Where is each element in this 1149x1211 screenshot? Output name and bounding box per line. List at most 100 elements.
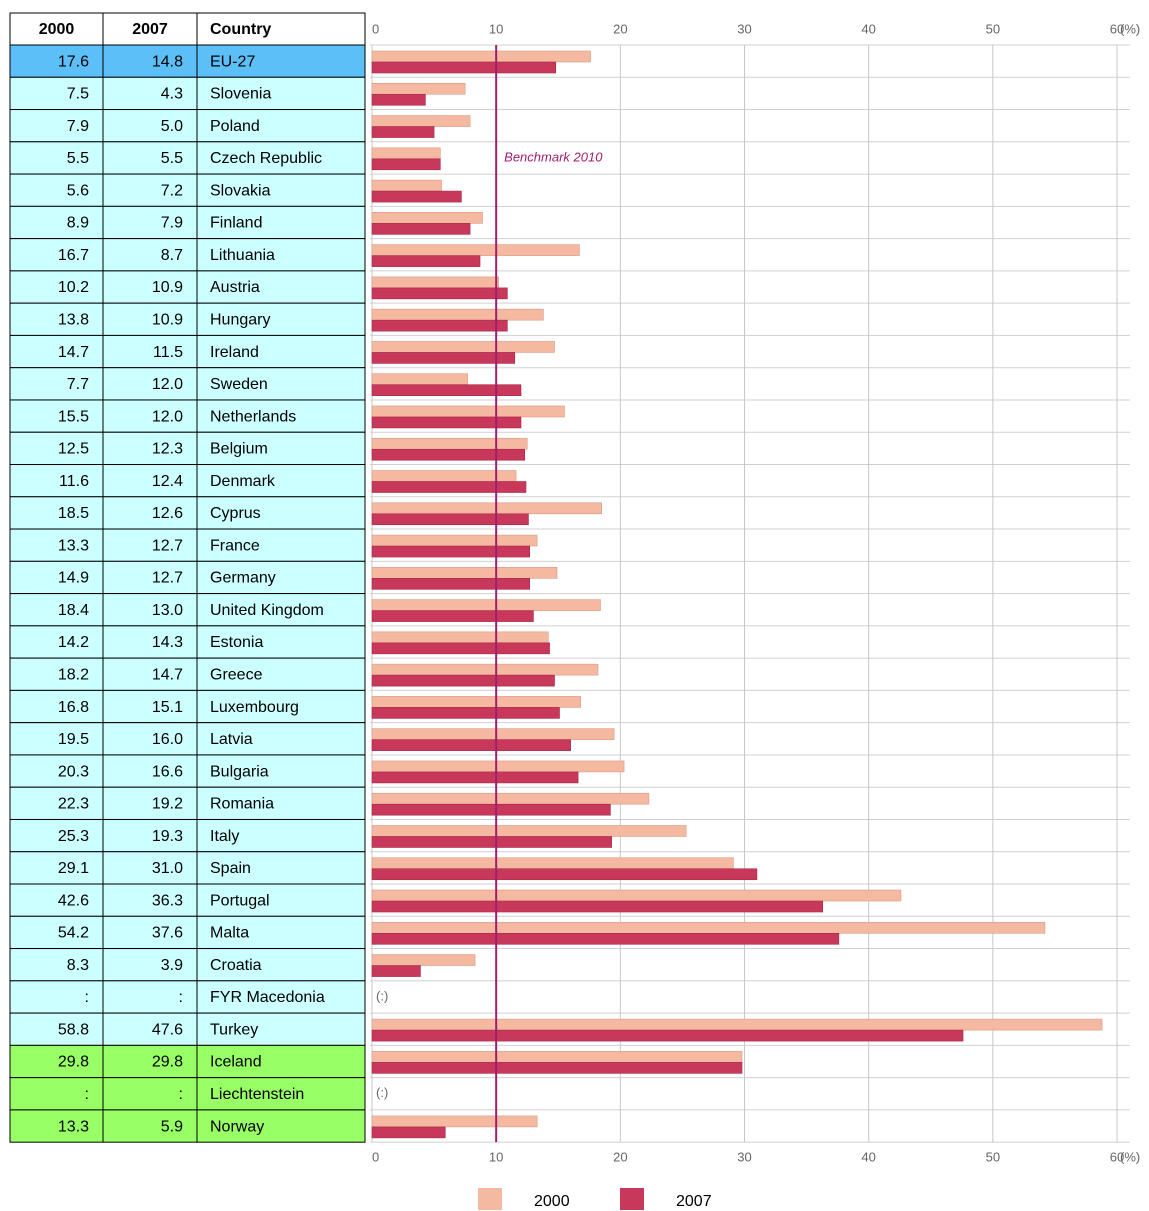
- bar: [371, 1115, 538, 1128]
- bar: [371, 567, 558, 579]
- table-cell: 14.7: [152, 666, 183, 683]
- table-row: [9, 786, 366, 820]
- legend-label: 2007: [676, 1193, 712, 1210]
- table-cell: Turkey: [210, 1021, 258, 1038]
- table-cell: 13.3: [58, 1118, 89, 1135]
- x-tick-label: 0: [372, 21, 379, 36]
- bar: [371, 900, 824, 913]
- table-row: [9, 754, 366, 788]
- bar: [371, 255, 481, 267]
- table-cell: Luxembourg: [210, 699, 299, 716]
- bar: [371, 158, 441, 171]
- table-cell: 47.6: [152, 1021, 183, 1038]
- column-header: Country: [210, 21, 271, 38]
- table-cell: Denmark: [210, 473, 276, 490]
- bar: [371, 728, 615, 740]
- table-cell: 5.0: [161, 118, 183, 135]
- x-tick-label: 60: [1110, 1149, 1124, 1164]
- x-tick-label: 40: [861, 21, 875, 36]
- table-row: [9, 657, 366, 691]
- bar: [371, 836, 612, 848]
- bar: [371, 771, 579, 784]
- table-cell: Norway: [210, 1118, 264, 1135]
- bar: [371, 792, 650, 805]
- table-row: [9, 948, 366, 982]
- table-row: [9, 1012, 366, 1046]
- bar: [371, 319, 508, 332]
- table-cell: 7.7: [67, 376, 89, 393]
- annotation: Benchmark 2010: [504, 149, 603, 164]
- table-row: [9, 173, 366, 207]
- x-tick-label: 50: [986, 21, 1000, 36]
- table-cell: France: [210, 537, 260, 554]
- table-cell: Croatia: [210, 957, 262, 974]
- table-cell: 8.7: [161, 247, 183, 264]
- table-cell: 7.5: [67, 86, 89, 103]
- table-cell: Cyprus: [210, 505, 261, 522]
- table-cell: 5.5: [67, 150, 89, 167]
- bar: [371, 534, 538, 547]
- x-tick-label: 10: [489, 1149, 503, 1164]
- table-cell: 18.4: [58, 602, 89, 619]
- table-row: [9, 464, 366, 498]
- table-cell: 11.5: [153, 344, 183, 361]
- table-cell: 14.2: [58, 634, 89, 651]
- bar: [371, 190, 462, 203]
- bar: [371, 674, 555, 687]
- bar: [371, 61, 557, 74]
- x-tick-label: 20: [613, 1149, 627, 1164]
- table-cell: Netherlands: [210, 408, 296, 425]
- table-cell: 8.3: [67, 957, 89, 974]
- x-tick-label: 30: [737, 21, 751, 36]
- table-row: [9, 689, 366, 724]
- table-cell: :: [179, 989, 183, 1006]
- table-cell: :: [179, 1086, 183, 1103]
- bar: [371, 276, 499, 289]
- table-row: [9, 851, 366, 885]
- table-cell: 7.9: [67, 118, 89, 135]
- x-tick-label: 50: [986, 1149, 1000, 1164]
- bar: [371, 82, 466, 95]
- bar: [371, 599, 601, 611]
- table-row: [9, 722, 366, 756]
- column-header: 2007: [132, 21, 168, 38]
- table-cell: Iceland: [210, 1054, 262, 1071]
- x-tick-label: 20: [613, 21, 627, 36]
- missing-label: (:): [376, 988, 388, 1003]
- bar: [371, 481, 527, 493]
- table-cell: 12.6: [152, 505, 183, 522]
- table-cell: 13.8: [58, 312, 89, 329]
- bar: [371, 223, 471, 235]
- table-cell: Malta: [210, 925, 249, 942]
- table-header: [9, 12, 366, 46]
- table-cell: Liechtenstein: [210, 1086, 304, 1103]
- table-cell: 37.6: [152, 925, 183, 942]
- table-cell: Ireland: [210, 344, 259, 361]
- table-cell: 4.3: [161, 86, 183, 103]
- table-cell: 25.3: [58, 828, 89, 845]
- table-cell: EU-27: [210, 53, 255, 70]
- bar: [371, 384, 522, 397]
- bar: [371, 610, 534, 622]
- x-tick-label: 0: [372, 1149, 379, 1164]
- table-cell: 15.5: [58, 408, 89, 425]
- bar: [371, 416, 522, 429]
- table-row: [9, 109, 366, 143]
- table-cell: Germany: [210, 570, 276, 587]
- x-unit: (%): [1120, 1149, 1140, 1164]
- bar: [371, 147, 441, 160]
- bar: [371, 470, 517, 482]
- table-cell: United Kingdom: [210, 602, 324, 619]
- bar: [371, 642, 550, 655]
- table-cell: 29.8: [58, 1054, 89, 1071]
- table-cell: Finland: [210, 215, 262, 232]
- table-cell: Sweden: [210, 376, 268, 393]
- x-unit: (%): [1120, 21, 1140, 36]
- table-row: [9, 496, 366, 530]
- bar: [371, 545, 530, 558]
- bar: [371, 965, 421, 977]
- table-row: [9, 76, 366, 111]
- table-cell: 16.0: [152, 731, 183, 748]
- bar: [371, 857, 734, 870]
